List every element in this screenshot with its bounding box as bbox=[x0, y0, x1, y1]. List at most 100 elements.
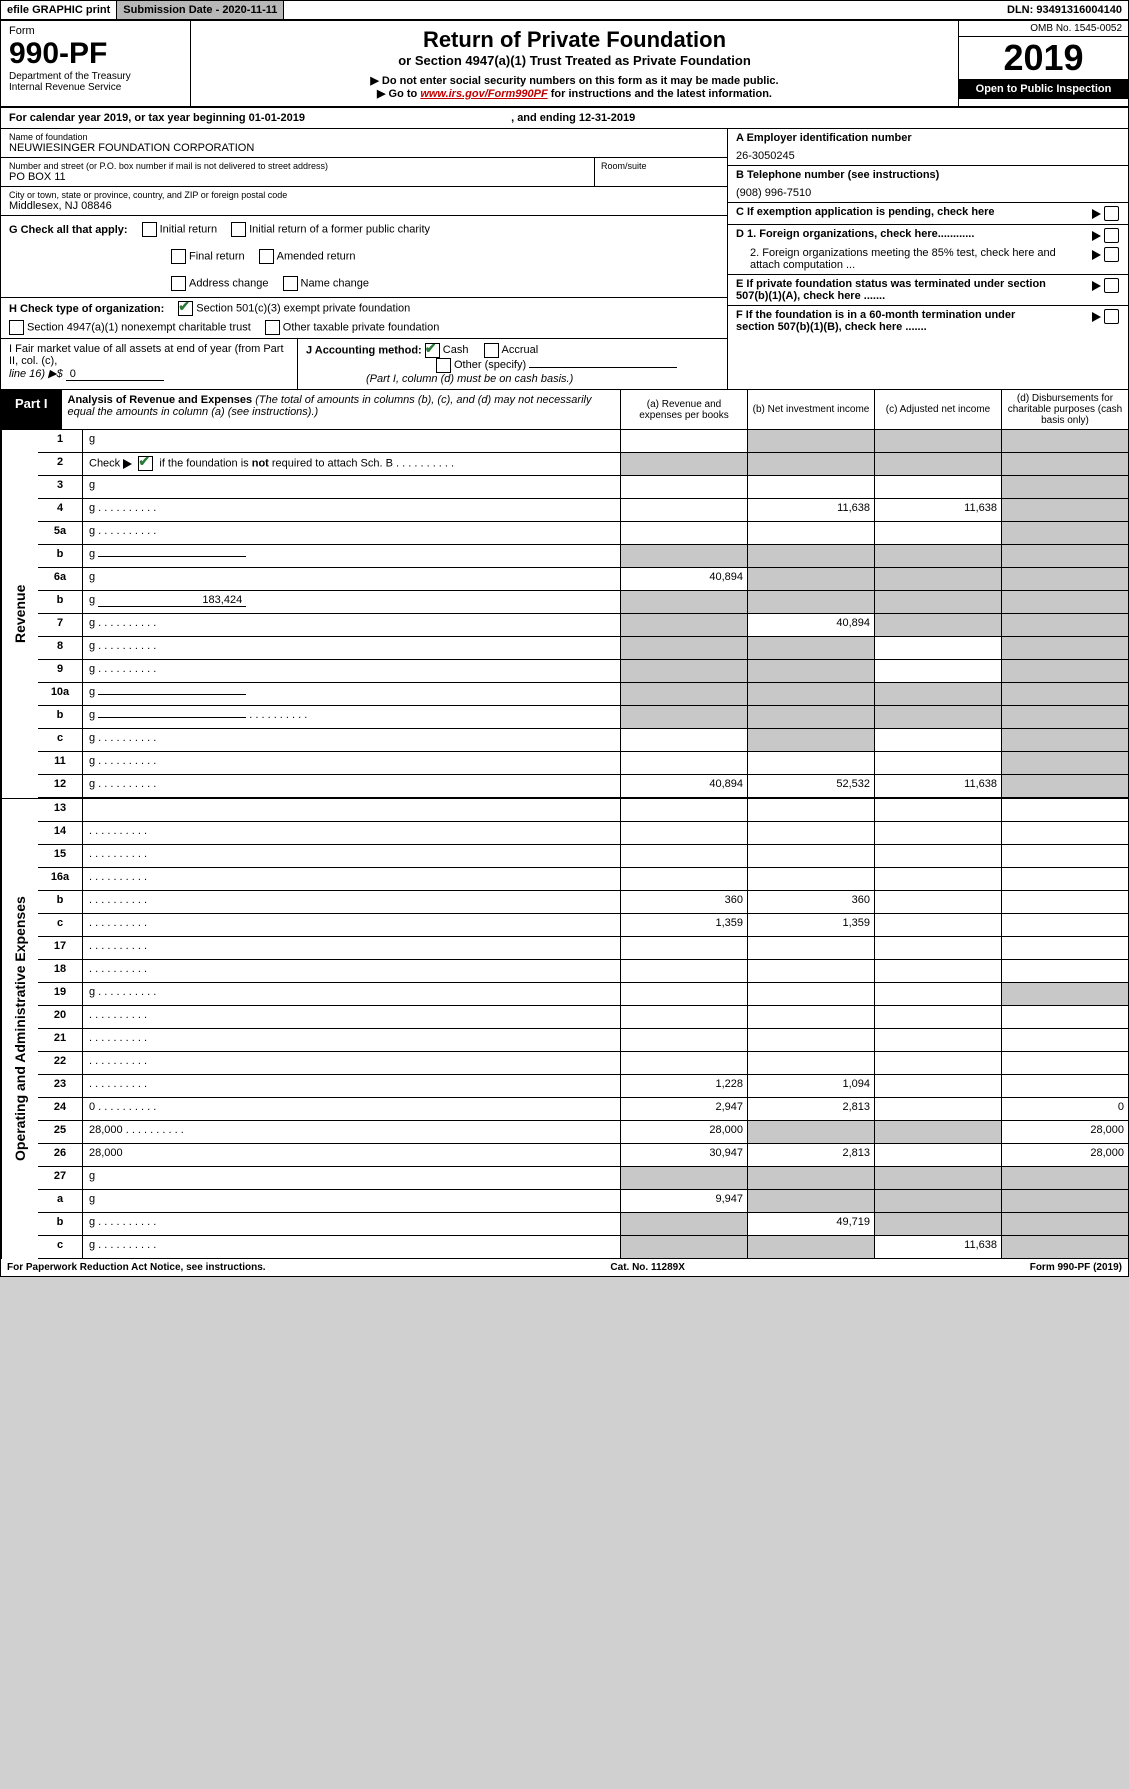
table-row: 21 . . . . . . . . . . bbox=[38, 1029, 1128, 1052]
h-item-4947[interactable]: Section 4947(a)(1) nonexempt charitable … bbox=[9, 320, 251, 335]
val-a: 30,947 bbox=[620, 1144, 747, 1166]
g-item-initial-public[interactable]: Initial return of a former public charit… bbox=[231, 222, 430, 237]
j-cash-check[interactable]: Cash bbox=[425, 344, 469, 356]
row-number: b bbox=[38, 1213, 83, 1235]
d2-check[interactable] bbox=[1104, 247, 1119, 262]
form-page: efile GRAPHIC print Submission Date - 20… bbox=[0, 0, 1129, 1277]
table-row: 20 . . . . . . . . . . bbox=[38, 1006, 1128, 1029]
row-desc: g . . . . . . . . . . bbox=[83, 1213, 620, 1235]
h-item-501c3[interactable]: Section 501(c)(3) exempt private foundat… bbox=[178, 301, 410, 316]
val-d bbox=[1001, 960, 1128, 982]
room-label: Room/suite bbox=[601, 161, 721, 171]
address: PO BOX 11 bbox=[9, 171, 586, 183]
j-other-check[interactable]: Other (specify) bbox=[436, 359, 526, 371]
val-b bbox=[747, 637, 874, 659]
val-c bbox=[874, 845, 1001, 867]
val-b bbox=[747, 752, 874, 774]
form-title: Return of Private Foundation bbox=[199, 27, 950, 53]
val-a: 9,947 bbox=[620, 1190, 747, 1212]
val-c: 11,638 bbox=[874, 1236, 1001, 1258]
val-c bbox=[874, 983, 1001, 1005]
row-desc: g . . . . . . . . . . bbox=[83, 706, 620, 728]
val-b: 49,719 bbox=[747, 1213, 874, 1235]
irs-link[interactable]: www.irs.gov/Form990PF bbox=[420, 88, 547, 100]
g-item-final-return[interactable]: Final return bbox=[171, 249, 245, 264]
row-number: 2 bbox=[38, 453, 83, 475]
val-d bbox=[1001, 1075, 1128, 1097]
form-instr-1: ▶ Do not enter social security numbers o… bbox=[199, 74, 950, 87]
g-item-initial-return[interactable]: Initial return bbox=[142, 222, 217, 237]
revenue-rows: 1g2Check if the foundation is not requir… bbox=[38, 430, 1128, 798]
row-desc: g . . . . . . . . . . bbox=[83, 637, 620, 659]
g-item-name-change[interactable]: Name change bbox=[283, 276, 370, 291]
val-d bbox=[1001, 1190, 1128, 1212]
val-d bbox=[1001, 614, 1128, 636]
row-number: 10a bbox=[38, 683, 83, 705]
val-c bbox=[874, 1075, 1001, 1097]
row-number: 26 bbox=[38, 1144, 83, 1166]
instr2-pre: ▶ Go to bbox=[377, 88, 417, 100]
col-a-head: (a) Revenue and expenses per books bbox=[620, 390, 747, 429]
arrow-icon bbox=[1092, 250, 1101, 260]
val-d bbox=[1001, 430, 1128, 452]
g-item-amended-return[interactable]: Amended return bbox=[259, 249, 356, 264]
table-row: 13 bbox=[38, 799, 1128, 822]
d1-check[interactable] bbox=[1104, 228, 1119, 243]
cal-begin: 01-01-2019 bbox=[249, 112, 305, 124]
val-b bbox=[747, 706, 874, 728]
footer-left: For Paperwork Reduction Act Notice, see … bbox=[7, 1262, 266, 1273]
val-b bbox=[747, 660, 874, 682]
val-a bbox=[620, 476, 747, 498]
val-c bbox=[874, 729, 1001, 751]
val-d bbox=[1001, 545, 1128, 567]
val-b bbox=[747, 822, 874, 844]
table-row: 10ag bbox=[38, 683, 1128, 706]
table-row: 15 . . . . . . . . . . bbox=[38, 845, 1128, 868]
j-accrual-check[interactable]: Accrual bbox=[484, 344, 539, 356]
addr-label: Number and street (or P.O. box number if… bbox=[9, 161, 586, 171]
top-bar: efile GRAPHIC print Submission Date - 20… bbox=[1, 1, 1128, 21]
form-instr-2: ▶ Go to www.irs.gov/Form990PF for instru… bbox=[199, 87, 950, 100]
val-c bbox=[874, 937, 1001, 959]
val-c bbox=[874, 476, 1001, 498]
val-d bbox=[1001, 453, 1128, 475]
val-d bbox=[1001, 1006, 1128, 1028]
row-number: 15 bbox=[38, 845, 83, 867]
h-item-other-taxable[interactable]: Other taxable private foundation bbox=[265, 320, 440, 335]
val-b: 52,532 bbox=[747, 775, 874, 797]
table-row: 7g . . . . . . . . . .40,894 bbox=[38, 614, 1128, 637]
val-b: 11,638 bbox=[747, 499, 874, 521]
val-c bbox=[874, 1029, 1001, 1051]
val-d bbox=[1001, 868, 1128, 890]
val-c bbox=[874, 891, 1001, 913]
c-check[interactable] bbox=[1104, 206, 1119, 221]
e-label: E If private foundation status was termi… bbox=[736, 278, 1046, 302]
val-b bbox=[747, 476, 874, 498]
val-b bbox=[747, 937, 874, 959]
row-desc: g bbox=[83, 1190, 620, 1212]
row-desc: . . . . . . . . . . bbox=[83, 1052, 620, 1074]
val-c bbox=[874, 522, 1001, 544]
val-d bbox=[1001, 891, 1128, 913]
val-c bbox=[874, 914, 1001, 936]
row-number: c bbox=[38, 729, 83, 751]
val-d bbox=[1001, 799, 1128, 821]
val-b bbox=[747, 1121, 874, 1143]
d-cell: D 1. Foreign organizations, check here..… bbox=[728, 225, 1128, 275]
row-number: c bbox=[38, 1236, 83, 1258]
row-number: 22 bbox=[38, 1052, 83, 1074]
val-d bbox=[1001, 983, 1128, 1005]
row-desc: g . . . . . . . . . . bbox=[83, 660, 620, 682]
f-check[interactable] bbox=[1104, 309, 1119, 324]
table-row: 19g . . . . . . . . . . bbox=[38, 983, 1128, 1006]
row-desc: g . . . . . . . . . . bbox=[83, 729, 620, 751]
e-check[interactable] bbox=[1104, 278, 1119, 293]
val-a bbox=[620, 1213, 747, 1235]
row-desc bbox=[83, 799, 620, 821]
row-desc: g bbox=[83, 568, 620, 590]
efile-label: efile GRAPHIC print bbox=[1, 1, 117, 19]
e-cell: E If private foundation status was termi… bbox=[728, 275, 1128, 306]
val-c bbox=[874, 591, 1001, 613]
row-desc: 28,000 . . . . . . . . . . bbox=[83, 1121, 620, 1143]
g-item-address-change[interactable]: Address change bbox=[171, 276, 269, 291]
